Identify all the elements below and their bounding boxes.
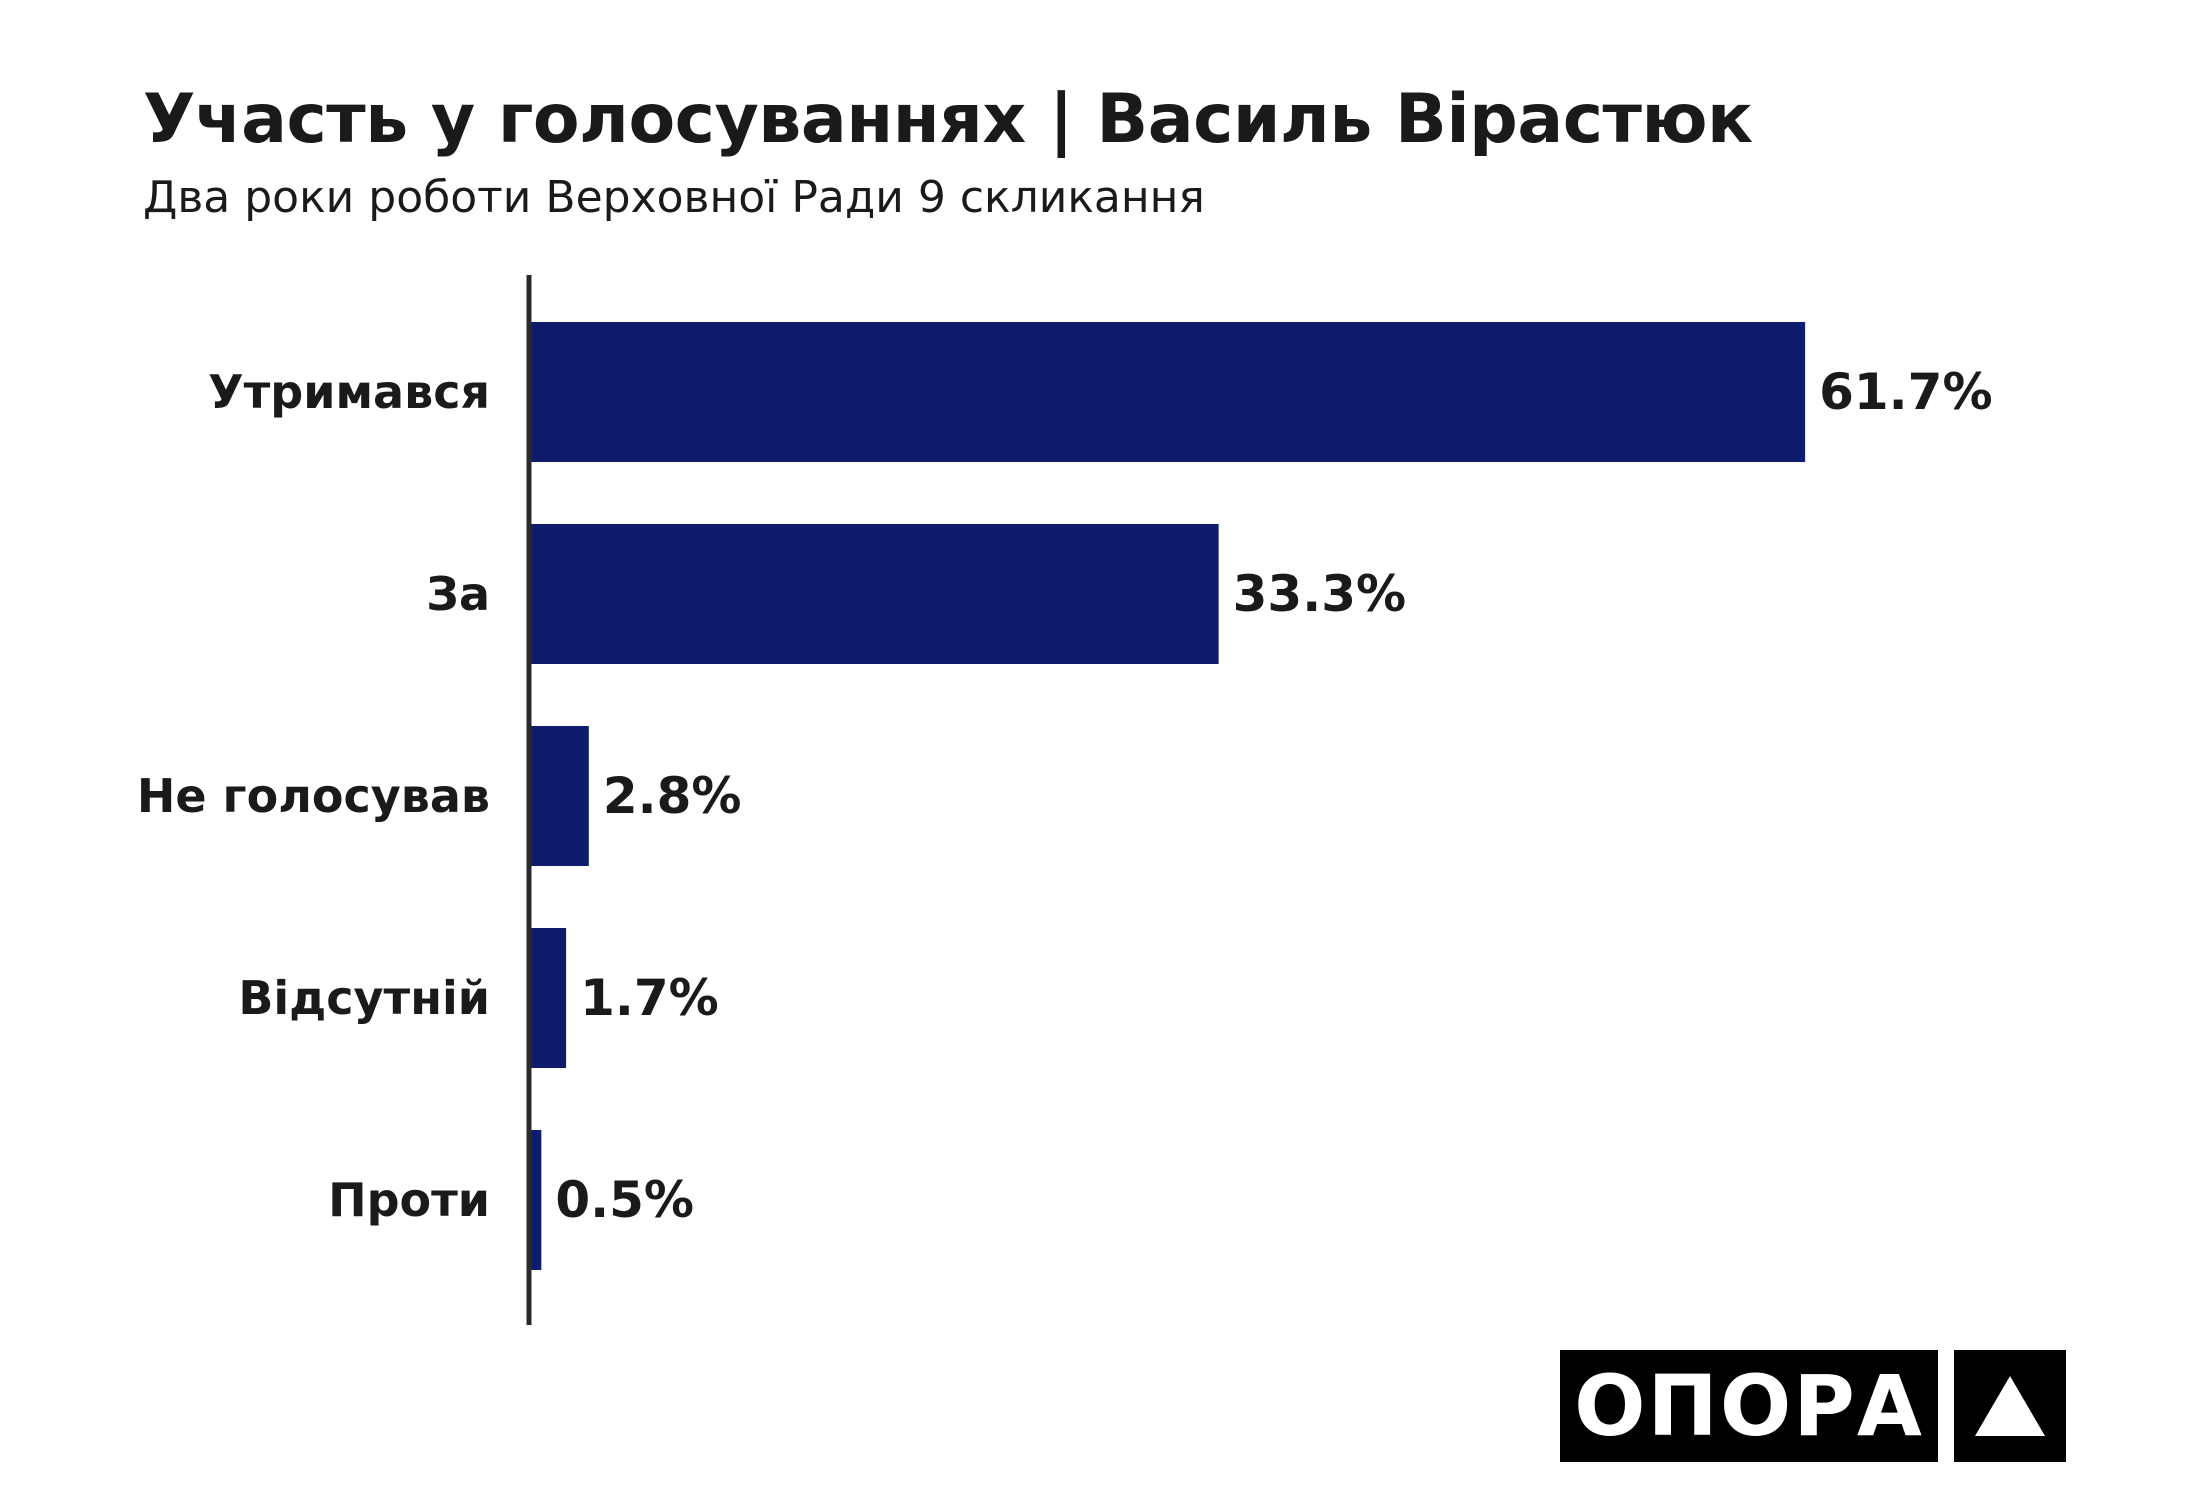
value-label-0: 61.7% [1819,363,1992,421]
value-label-4: 0.5% [555,1171,694,1229]
value-label-3: 1.7% [580,969,719,1027]
category-label-1: За [426,567,490,621]
category-label-3: Відсутній [238,971,490,1025]
value-label-1: 33.3% [1233,565,1406,623]
chart-title: Участь у голосуваннях | Василь Вірастюк [143,80,1753,159]
bars-layer: Утримався 61.7% За 33.3% Не голосував 2.8% Від… [137,322,1993,1270]
bar-4 [531,1130,542,1270]
category-label-0: Утримався [208,365,490,419]
bar-3 [531,928,567,1068]
value-label-2: 2.8% [603,767,742,825]
category-label-2: Не голосував [137,769,490,823]
triangle-up-icon [1954,1350,2066,1462]
bar-2 [531,726,589,866]
category-label-4: Проти [328,1173,490,1227]
opora-logo: ОПОРА [1560,1350,2066,1462]
bar-1 [531,524,1219,664]
logo-wordmark: ОПОРА [1560,1350,1938,1462]
chart-subtitle: Два роки роботи Верховної Ради 9 скликан… [143,172,1205,223]
bar-0 [531,322,1806,462]
